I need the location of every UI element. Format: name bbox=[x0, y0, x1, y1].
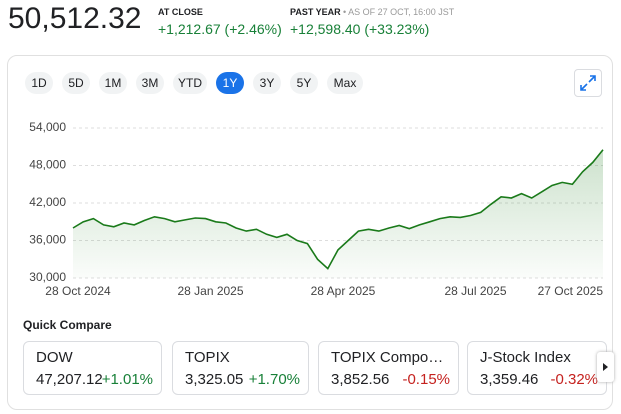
expand-button[interactable] bbox=[574, 69, 602, 97]
close-label: AT CLOSE bbox=[158, 7, 203, 17]
line bbox=[72, 149, 604, 270]
price: 50,512.32 bbox=[8, 2, 142, 35]
card-change: +1.70% bbox=[248, 371, 300, 388]
period-label: PAST YEAR bbox=[290, 7, 341, 17]
range-button[interactable]: 1D bbox=[25, 72, 53, 94]
card-change: -0.32% bbox=[550, 371, 598, 388]
compare-card[interactable]: TOPIX 3,325.05 +1.70% bbox=[172, 341, 309, 395]
range-button[interactable]: Max bbox=[327, 72, 363, 94]
card-value: 3,852.56 bbox=[331, 371, 390, 388]
x-tick-label: 28 Jan 2025 bbox=[177, 284, 243, 298]
range-button[interactable]: YTD bbox=[173, 72, 207, 94]
y-tick-label: 48,000 bbox=[29, 158, 66, 172]
card-name: TOPIX Compo… bbox=[331, 349, 444, 366]
y-tick-label: 30,000 bbox=[29, 270, 66, 284]
range-button[interactable]: 1M bbox=[99, 72, 127, 94]
x-tick-label: 27 Oct 2025 bbox=[538, 284, 604, 298]
card-value: 3,325.05 bbox=[185, 371, 244, 388]
x-tick-label: 28 Jul 2025 bbox=[444, 284, 506, 298]
card-change: +1.01% bbox=[101, 371, 153, 388]
range-button[interactable]: 5D bbox=[62, 72, 90, 94]
panel bbox=[7, 55, 613, 410]
range-button[interactable]: 3Y bbox=[253, 72, 281, 94]
compare-title: Quick Compare bbox=[23, 318, 112, 332]
x-tick-label: 28 Apr 2025 bbox=[311, 284, 376, 298]
range-button[interactable]: 5Y bbox=[290, 72, 318, 94]
area bbox=[73, 149, 603, 278]
close-change: +1,212.67 (+2.46%) bbox=[158, 21, 282, 37]
range-button[interactable]: 1Y bbox=[216, 72, 244, 94]
card-name: DOW bbox=[36, 349, 73, 366]
next-icon bbox=[603, 363, 608, 371]
compare-card[interactable]: J-Stock Index 3,359.46 -0.32% bbox=[467, 341, 607, 395]
compare-card[interactable]: TOPIX Compo… 3,852.56 -0.15% bbox=[318, 341, 459, 395]
expand-icon bbox=[580, 75, 596, 91]
as-of: • AS OF 27 OCT, 16:00 JST bbox=[343, 7, 455, 17]
card-value: 3,359.46 bbox=[480, 371, 539, 388]
chart: 30,000 36,000 42,000 48,000 54,000 28 Oct 202… bbox=[29, 120, 604, 298]
x-tick-label: 28 Oct 2024 bbox=[45, 284, 111, 298]
y-tick-label: 36,000 bbox=[29, 233, 66, 247]
next-button[interactable] bbox=[597, 352, 614, 382]
card-name: TOPIX bbox=[185, 349, 230, 366]
y-tick-label: 42,000 bbox=[29, 195, 66, 209]
compare-card[interactable]: DOW 47,207.12 +1.01% bbox=[23, 341, 162, 395]
range-button[interactable]: 3M bbox=[136, 72, 164, 94]
card-name: J-Stock Index bbox=[480, 349, 571, 366]
period-change: +12,598.40 (+33.23%) bbox=[290, 21, 430, 37]
card-value: 47,207.12 bbox=[36, 371, 103, 388]
y-tick-label: 54,000 bbox=[29, 120, 66, 134]
card-change: -0.15% bbox=[402, 371, 450, 388]
